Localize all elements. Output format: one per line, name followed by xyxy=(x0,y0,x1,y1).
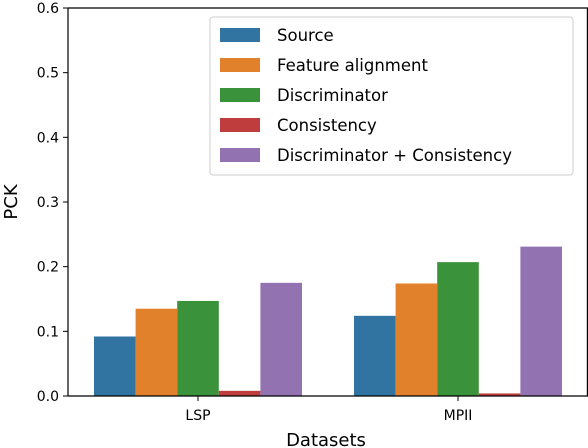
axes-layer: 0.0 0.1 0.2 0.3 0.4 0.5 0.6 LSP MPII xyxy=(37,1,588,424)
x-tick-label: LSP xyxy=(185,408,210,424)
bar-lsp-discriminator-consistency xyxy=(260,282,302,396)
legend-swatch xyxy=(220,118,260,132)
y-axis-title: PCK xyxy=(1,183,22,219)
y-tick-label: 0.5 xyxy=(37,66,59,82)
bar-mpii-feature-alignment xyxy=(395,283,438,396)
legend-frame xyxy=(209,16,574,176)
bar-mpii-consistency xyxy=(478,393,521,396)
x-axis-title: Datasets xyxy=(286,430,366,448)
legend-label: Feature alignment xyxy=(277,56,428,75)
legend-swatch xyxy=(220,148,260,162)
legend-label: Discriminator + Consistency xyxy=(277,146,512,165)
bar-mpii-source xyxy=(354,315,396,396)
bar-lsp-source xyxy=(94,336,136,396)
legend-swatch xyxy=(220,28,260,42)
x-tick-label: MPII xyxy=(444,408,473,424)
y-tick-label: 0.4 xyxy=(37,130,59,146)
legend-swatch xyxy=(220,58,260,72)
bar-mpii-discriminator-consistency xyxy=(520,246,562,396)
y-tick-label: 0.3 xyxy=(37,195,59,211)
bars-layer xyxy=(94,246,562,396)
legend-swatch xyxy=(220,88,260,102)
legend-label: Discriminator xyxy=(277,86,388,105)
y-tick-label: 0.2 xyxy=(37,260,59,276)
y-tick-label: 0.0 xyxy=(37,389,59,405)
y-tick-label: 0.6 xyxy=(37,1,59,17)
bar-lsp-feature-alignment xyxy=(135,308,178,396)
bar-lsp-discriminator xyxy=(177,300,219,396)
legend-label: Source xyxy=(277,26,334,45)
y-tick-label: 0.1 xyxy=(37,324,59,340)
bar-mpii-discriminator xyxy=(437,262,479,396)
legend-label: Consistency xyxy=(277,116,377,135)
bar-lsp-consistency xyxy=(218,390,261,396)
legend: Source Feature alignment Discriminator Cons… xyxy=(209,16,574,176)
